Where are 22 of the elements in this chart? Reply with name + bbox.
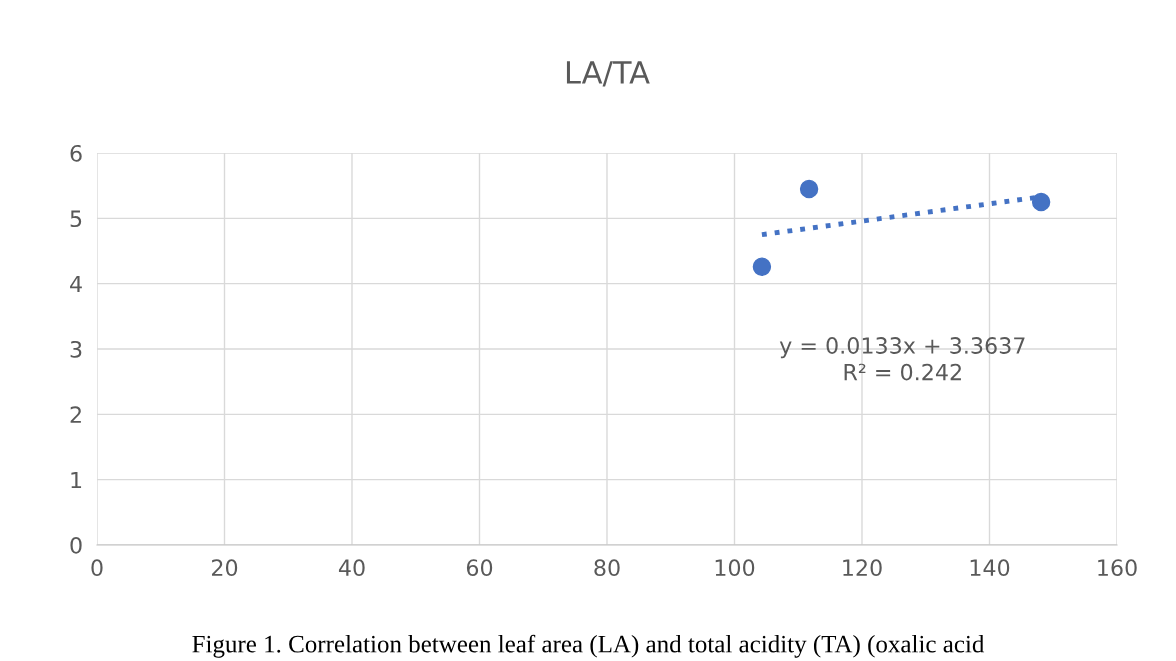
y-tick-label: 4 bbox=[70, 275, 82, 293]
x-tick-label: 0 bbox=[91, 559, 103, 577]
annotation: y = 0.0133x + 3.3637 R² = 0.242 bbox=[779, 337, 1025, 381]
point bbox=[752, 257, 772, 276]
y-tick-label: 3 bbox=[70, 340, 82, 358]
x-tick-label: 140 bbox=[970, 559, 1010, 577]
y-tick-label: 1 bbox=[71, 471, 82, 489]
x-tick-label: 40 bbox=[338, 559, 365, 577]
point bbox=[1031, 192, 1051, 212]
x-tick-label: 100 bbox=[715, 559, 755, 577]
y-tick-label: 6 bbox=[70, 144, 82, 162]
x-tick-label: 60 bbox=[466, 559, 493, 577]
x-tick-label: 160 bbox=[1098, 559, 1137, 577]
x-tick-label: 80 bbox=[594, 559, 620, 577]
caption: Figure 1. Correlation between leaf area (LA) and total acidity (TA) (oxalic acid bbox=[192, 634, 985, 658]
y-tick-label: 2 bbox=[70, 406, 81, 423]
y-tick-label: 5 bbox=[70, 210, 82, 228]
point bbox=[799, 179, 819, 199]
chart-title: LA/TA bbox=[566, 61, 650, 87]
y-tick-label: 0 bbox=[70, 536, 82, 554]
x-tick-label: 120 bbox=[843, 559, 882, 577]
x-tick-label: 20 bbox=[211, 559, 238, 577]
